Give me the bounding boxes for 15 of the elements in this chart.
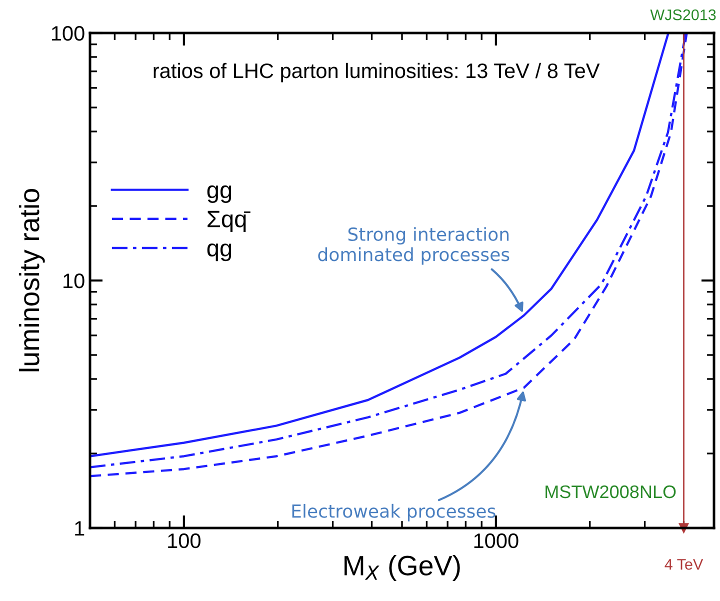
x-axis-title: M$_{X}$ (GeV) xyxy=(344,555,460,581)
y-tick-label: 1 xyxy=(75,521,84,536)
text: WJS2013 xyxy=(650,9,716,20)
legend-label: gg xyxy=(207,185,232,203)
y-tick-label: 100 xyxy=(52,26,84,41)
text: ratios of LHC parton luminosities: 13 TeV / 8 TeV xyxy=(154,62,600,82)
x-tick-label: 1000 xyxy=(474,533,518,548)
ref-line-label: 4 TeV xyxy=(664,559,704,570)
legend-label: Σqq̄ xyxy=(208,210,250,232)
annotation: MSTW2008NLO xyxy=(546,485,676,498)
annotation: Electroweak processes xyxy=(292,504,496,522)
y-tick-label: 10 xyxy=(64,274,84,288)
annotation: Strong interaction dominated processes xyxy=(318,227,510,265)
legend-label: qg xyxy=(207,244,232,262)
y-axis-title: luminosity ratio xyxy=(18,189,45,372)
